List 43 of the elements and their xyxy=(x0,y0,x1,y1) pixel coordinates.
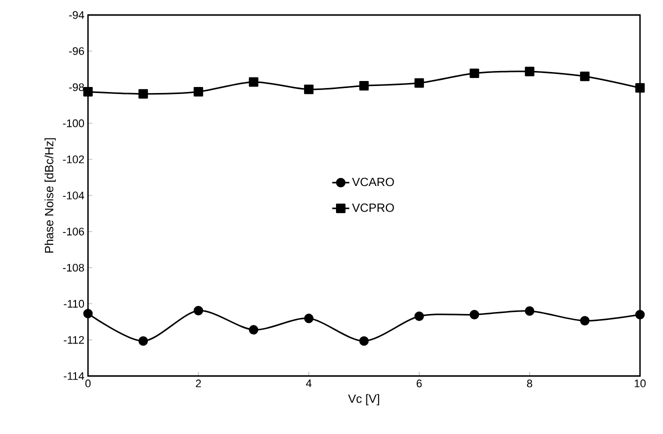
point xyxy=(580,316,590,326)
point xyxy=(524,66,534,76)
x-tick-label: 6 xyxy=(416,380,422,388)
point xyxy=(194,86,204,96)
y-axis-title: Phase Noise [dBc/Hz] xyxy=(44,138,56,253)
point xyxy=(248,77,258,87)
point xyxy=(248,325,258,335)
point xyxy=(414,312,424,321)
point xyxy=(138,336,148,346)
x-tick-label: 10 xyxy=(634,380,646,388)
y-tick-label: -94 xyxy=(69,11,84,19)
point xyxy=(304,314,314,324)
y-tick-label: -96 xyxy=(69,47,84,55)
point xyxy=(304,84,314,94)
legend-label: VCPRO xyxy=(352,203,394,212)
y-tick-label: -106 xyxy=(63,228,84,236)
x-tick-label: 2 xyxy=(196,380,201,388)
x-tick-label: 4 xyxy=(306,380,312,388)
point xyxy=(359,336,369,346)
x-axis-title: Vc [V] xyxy=(348,394,380,406)
y-tick-label: -100 xyxy=(63,119,84,128)
point xyxy=(470,310,480,320)
point xyxy=(83,86,93,96)
point xyxy=(359,81,369,90)
point xyxy=(580,72,590,82)
point xyxy=(635,310,645,320)
y-tick-label: -114 xyxy=(64,372,84,380)
x-tick-label: 0 xyxy=(85,380,91,388)
point xyxy=(524,306,534,316)
point xyxy=(470,68,480,78)
point xyxy=(138,89,148,99)
y-tick-label: -102 xyxy=(63,156,84,164)
y-tick-label: -108 xyxy=(63,264,84,272)
y-tick-label: -110 xyxy=(64,300,84,308)
point xyxy=(414,78,424,88)
point xyxy=(83,308,93,318)
x-tick-label: 8 xyxy=(527,380,532,388)
y-tick-label: -112 xyxy=(64,336,84,344)
y-tick-label: -98 xyxy=(69,83,84,92)
legend-label: VCARO xyxy=(352,178,394,186)
y-tick-label: -104 xyxy=(63,192,84,200)
point xyxy=(635,83,645,93)
point xyxy=(194,306,204,316)
